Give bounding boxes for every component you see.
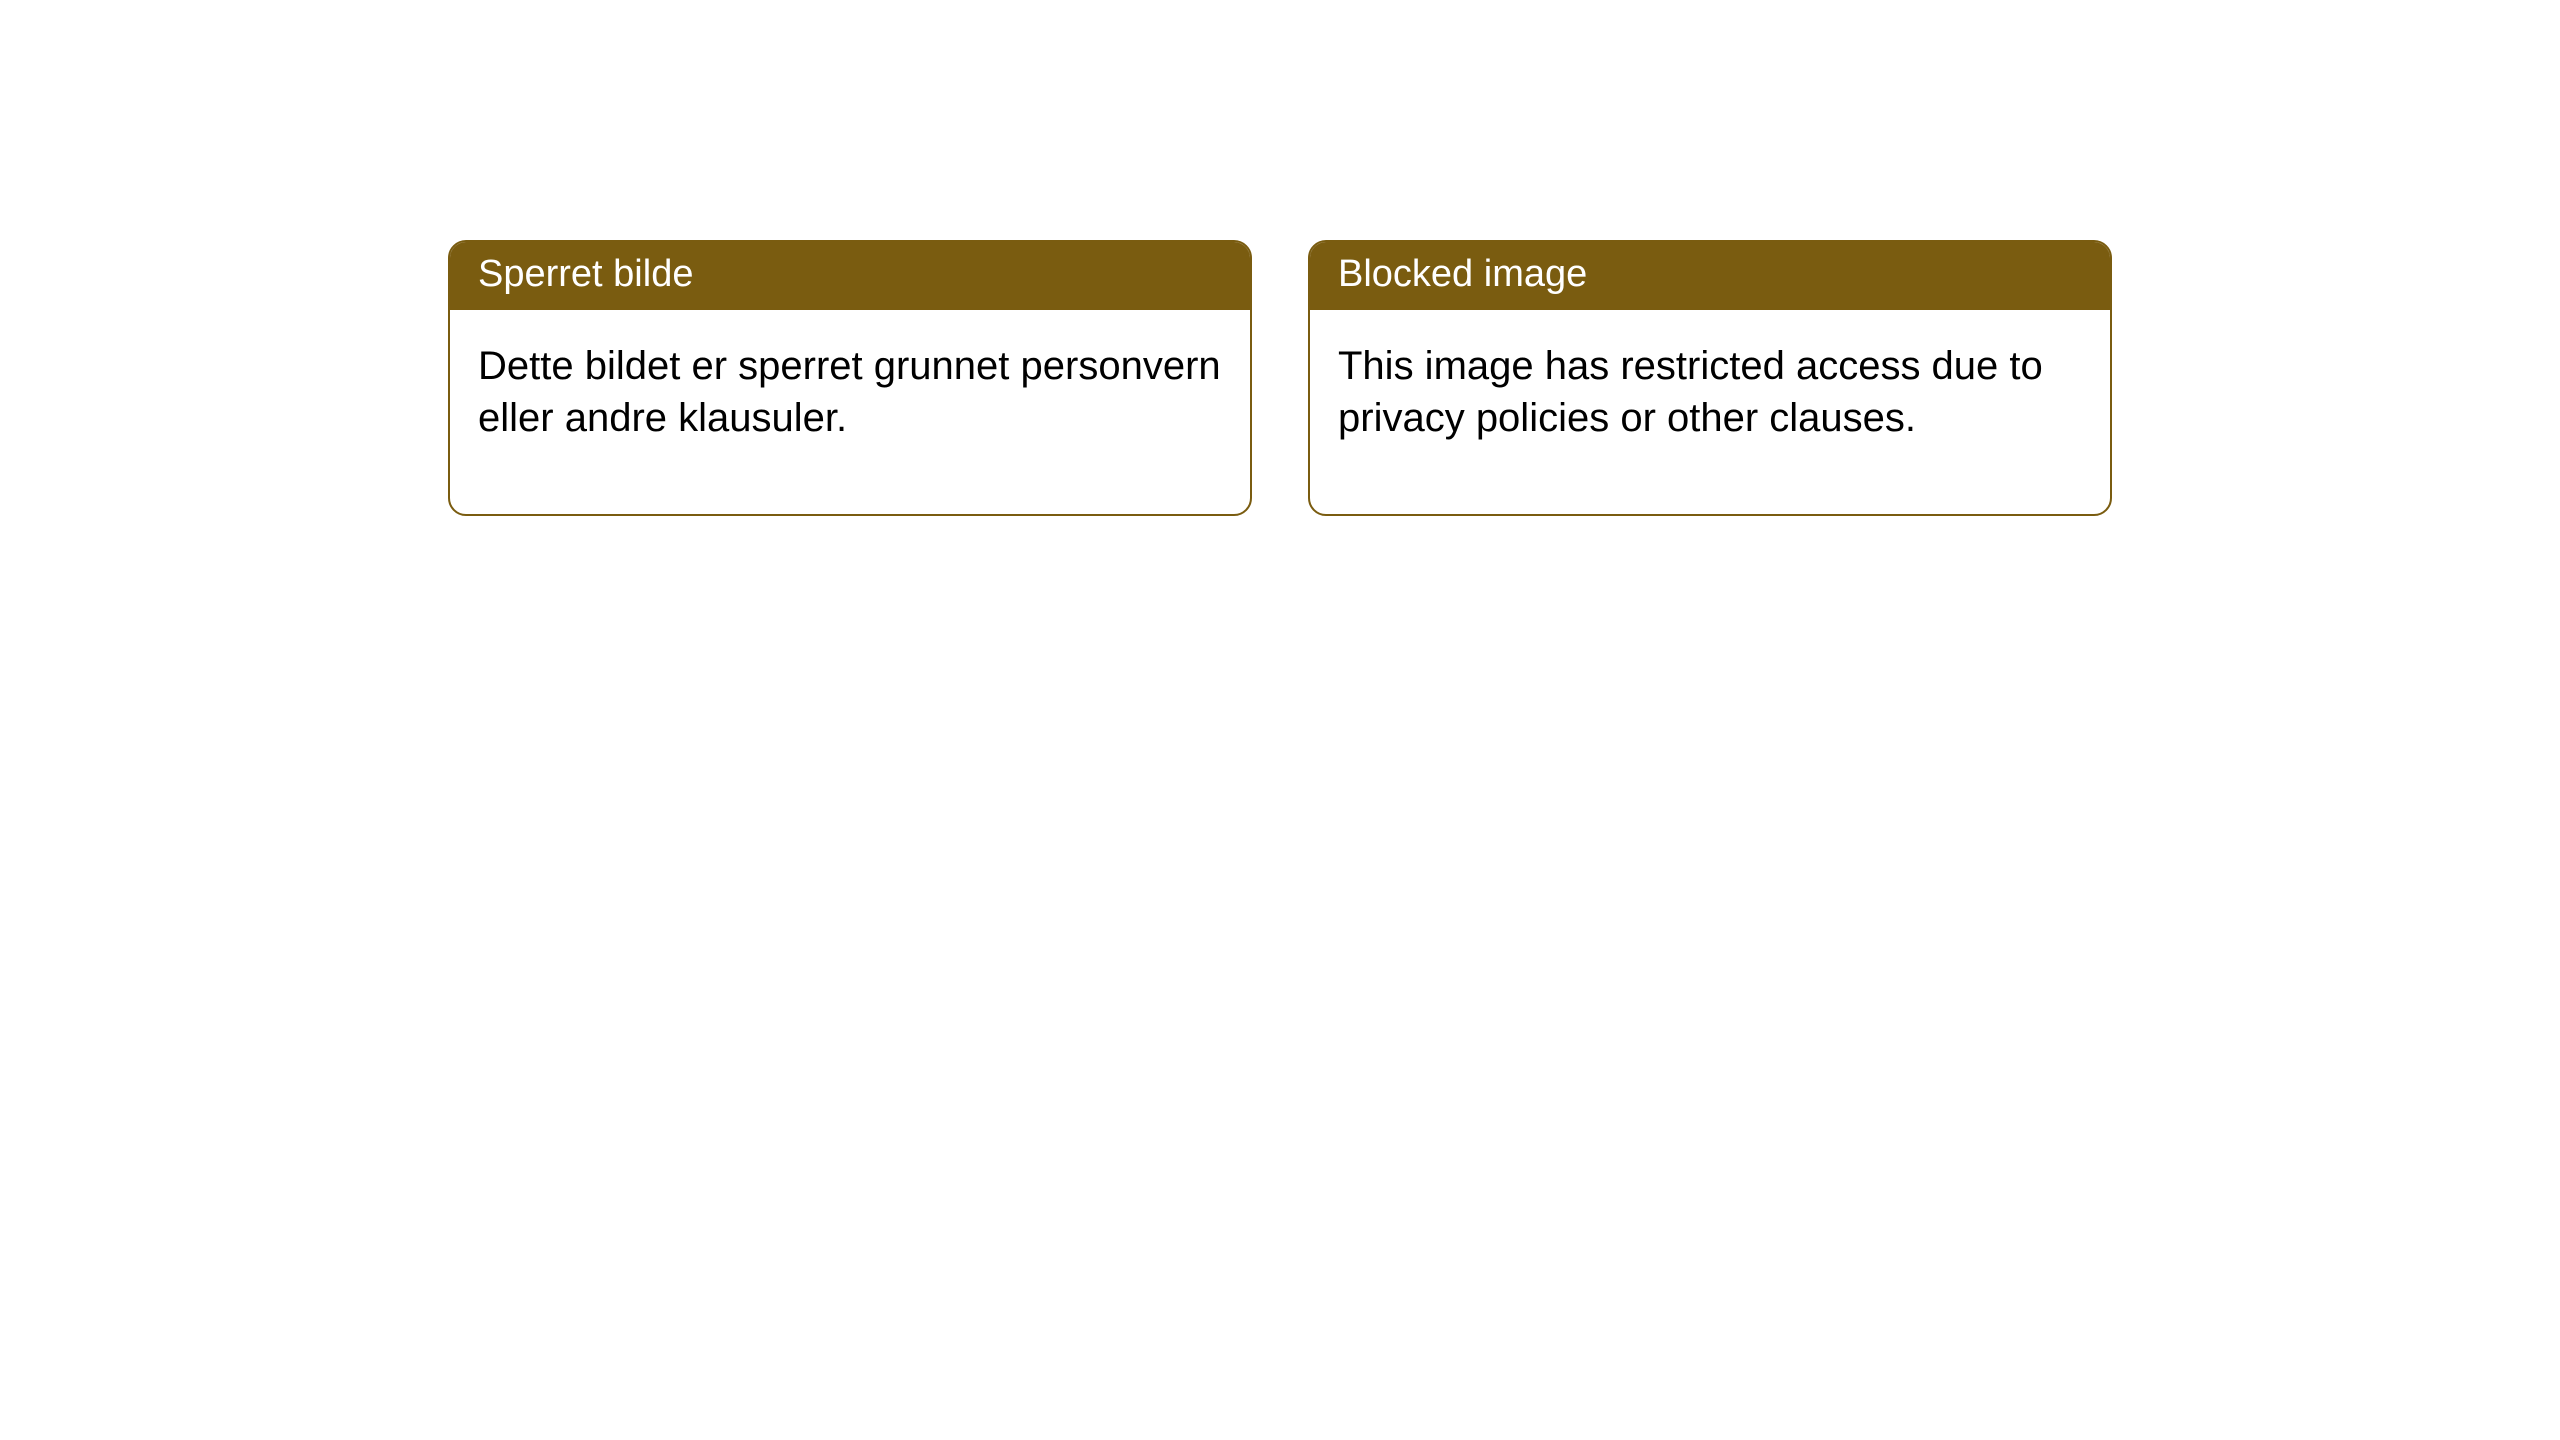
blocked-image-notices: Sperret bilde Dette bildet er sperret gr… (448, 240, 2112, 516)
notice-title-no: Sperret bilde (450, 242, 1250, 310)
notice-body-no: Dette bildet er sperret grunnet personve… (450, 310, 1250, 514)
notice-title-en: Blocked image (1310, 242, 2110, 310)
notice-body-en: This image has restricted access due to … (1310, 310, 2110, 514)
notice-card-en: Blocked image This image has restricted … (1308, 240, 2112, 516)
notice-card-no: Sperret bilde Dette bildet er sperret gr… (448, 240, 1252, 516)
